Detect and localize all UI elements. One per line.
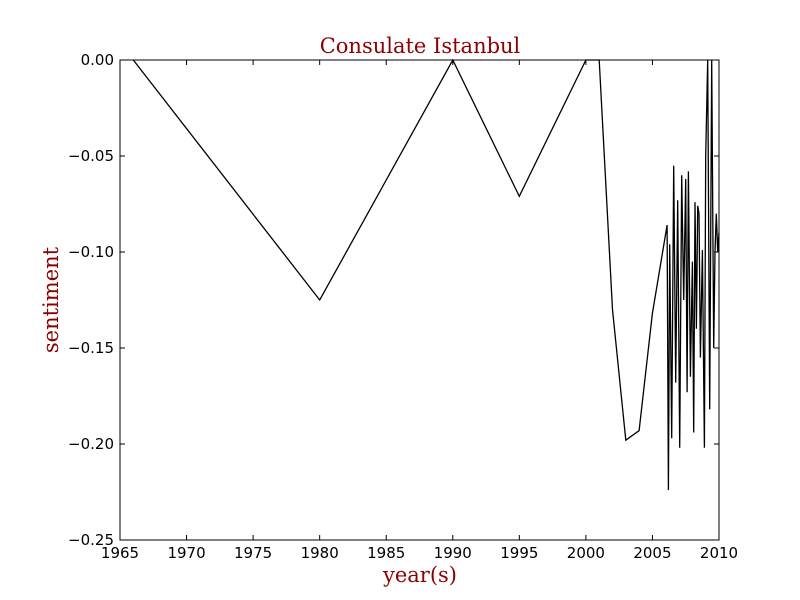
x-tick-label: 1980 bbox=[301, 544, 339, 562]
y-tick-label: −0.25 bbox=[68, 531, 114, 549]
x-tick-label: 1990 bbox=[434, 544, 472, 562]
x-axis-label: year(s) bbox=[382, 563, 457, 587]
x-tick-label: 1995 bbox=[500, 544, 538, 562]
x-tick-label: 2005 bbox=[633, 544, 671, 562]
axis-ticks: 1965 1970 1975 1980 1985 1990 1995 2000 2005 2010… bbox=[68, 51, 738, 562]
x-tick-label: 1975 bbox=[234, 544, 272, 562]
x-tick-label: 1985 bbox=[367, 544, 405, 562]
chart-title: Consulate Istanbul bbox=[320, 34, 521, 58]
x-tick-label: 1965 bbox=[101, 544, 139, 562]
y-tick-label: 0.00 bbox=[81, 51, 114, 69]
plot-area bbox=[132, 58, 720, 491]
y-tick-label: −0.15 bbox=[68, 339, 114, 357]
x-tick-label: 1970 bbox=[167, 544, 205, 562]
y-tick-label: −0.05 bbox=[68, 147, 114, 165]
y-tick-label: −0.10 bbox=[68, 243, 114, 261]
x-tick-label: 2000 bbox=[567, 544, 605, 562]
y-tick-label: −0.20 bbox=[68, 435, 114, 453]
x-tick-label: 2010 bbox=[700, 544, 738, 562]
y-axis-label: sentiment bbox=[39, 246, 63, 353]
plot-frame bbox=[119, 59, 720, 541]
series-line-0 bbox=[132, 58, 720, 491]
